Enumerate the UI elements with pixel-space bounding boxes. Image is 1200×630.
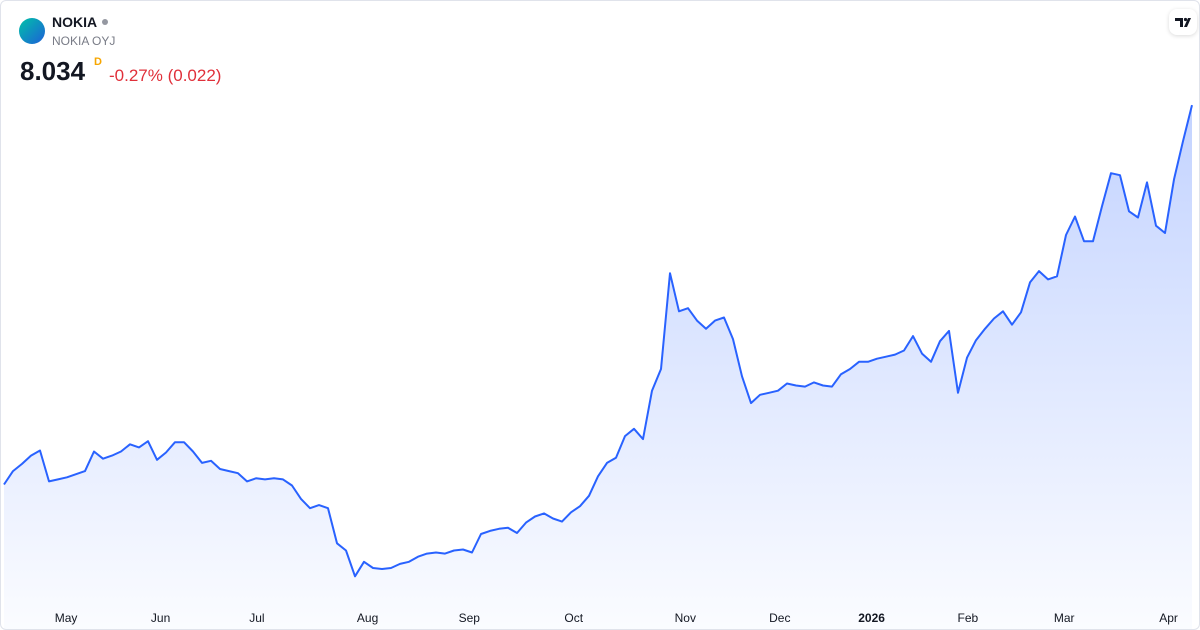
delay-flag: D <box>94 56 102 68</box>
x-tick-label: Mar <box>1054 611 1075 625</box>
description: NOKIA OYJ <box>52 34 116 48</box>
x-tick-label: May <box>55 611 78 625</box>
x-tick-label: Dec <box>769 611 790 625</box>
symbol[interactable]: NOKIA <box>52 14 109 30</box>
logo <box>19 18 45 44</box>
x-tick-label: 2026 <box>858 611 885 625</box>
x-tick-label: Sep <box>459 611 481 625</box>
x-tick-label: Jul <box>249 611 264 625</box>
tv-icon <box>1175 17 1191 27</box>
tradingview-logo[interactable] <box>1169 9 1197 35</box>
x-tick-label: Jun <box>151 611 170 625</box>
price-line <box>3 104 1193 578</box>
x-tick-label: Oct <box>564 611 583 625</box>
x-tick-label: Apr <box>1159 611 1178 625</box>
change: -0.27% (0.022) <box>109 66 222 85</box>
status-dot <box>102 19 109 25</box>
price: 8.034 <box>20 56 86 86</box>
area-fill <box>4 105 1192 629</box>
x-tick-label: Aug <box>357 611 378 625</box>
symbol-text[interactable]: NOKIA <box>52 14 98 30</box>
x-tick-label: Feb <box>958 611 979 625</box>
x-tick-label: Nov <box>675 611 696 625</box>
